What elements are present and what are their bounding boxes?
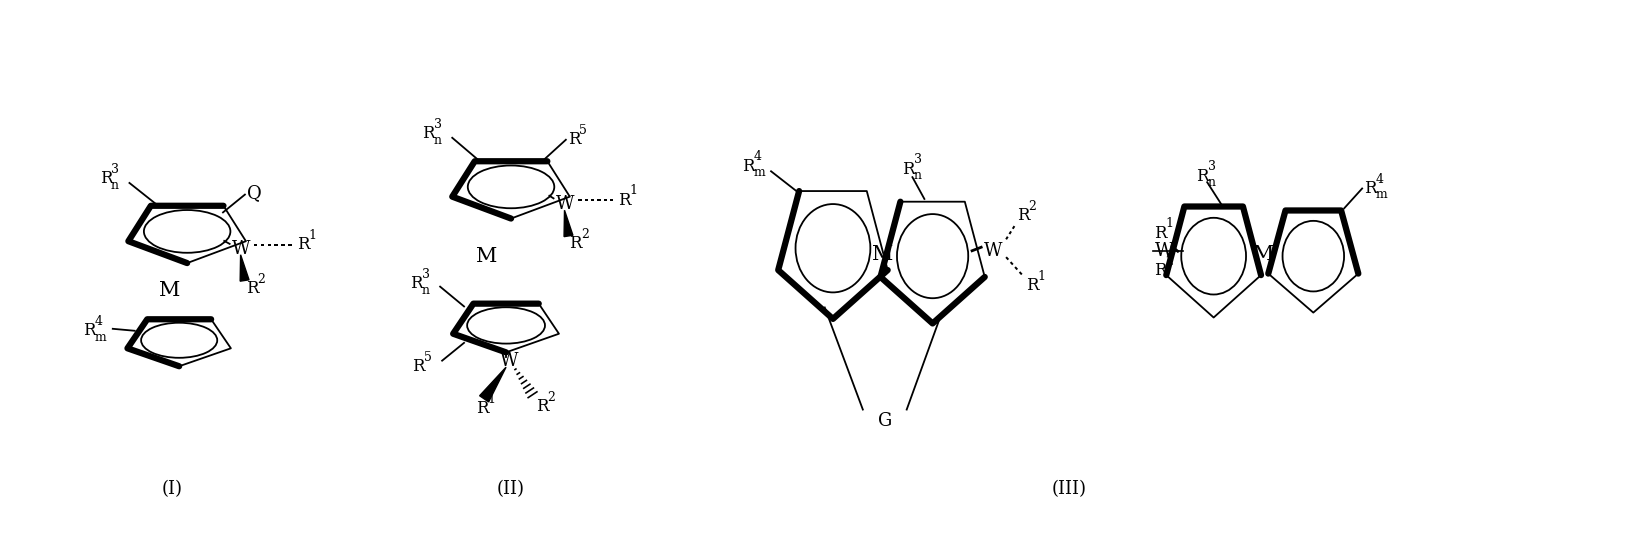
Text: R: R xyxy=(412,358,425,375)
Text: 1: 1 xyxy=(487,393,495,406)
Text: 4: 4 xyxy=(753,150,761,163)
Text: 3: 3 xyxy=(433,118,441,131)
Text: n: n xyxy=(433,134,441,147)
Text: 1: 1 xyxy=(309,229,317,242)
Text: M: M xyxy=(158,281,180,300)
Text: (I): (I) xyxy=(162,480,183,498)
Text: n: n xyxy=(1208,176,1216,189)
Text: W: W xyxy=(556,195,574,213)
Text: m: m xyxy=(753,166,765,179)
Text: 3: 3 xyxy=(422,268,430,281)
Text: 2: 2 xyxy=(582,228,588,241)
Text: 3: 3 xyxy=(1208,160,1216,173)
Polygon shape xyxy=(240,255,248,281)
Text: 4: 4 xyxy=(1376,173,1384,186)
Text: m: m xyxy=(95,331,106,344)
Text: R: R xyxy=(570,235,582,252)
Text: R: R xyxy=(410,275,423,292)
Text: M: M xyxy=(1253,245,1275,263)
Text: R: R xyxy=(475,400,489,417)
Text: M: M xyxy=(873,245,894,263)
Text: 1: 1 xyxy=(1038,270,1046,283)
Text: R: R xyxy=(245,280,258,297)
Polygon shape xyxy=(564,210,574,236)
Text: R: R xyxy=(569,131,580,148)
Text: R: R xyxy=(742,158,755,175)
Text: 1: 1 xyxy=(1165,217,1173,230)
Text: W: W xyxy=(1155,242,1173,260)
Text: 1: 1 xyxy=(629,184,637,197)
Text: R: R xyxy=(1026,278,1039,294)
Text: n: n xyxy=(913,169,922,182)
Text: 2: 2 xyxy=(1165,255,1173,268)
Text: R: R xyxy=(100,170,113,188)
Text: R: R xyxy=(422,126,435,142)
Text: 5: 5 xyxy=(423,351,431,364)
Text: 2: 2 xyxy=(257,273,265,286)
Text: n: n xyxy=(111,179,119,192)
Text: W: W xyxy=(232,240,250,258)
Text: R: R xyxy=(297,236,310,253)
Text: 2: 2 xyxy=(1028,200,1036,213)
Text: M: M xyxy=(475,247,497,266)
Text: W: W xyxy=(984,242,1003,260)
Text: R: R xyxy=(83,322,95,339)
Text: R: R xyxy=(618,192,631,209)
Text: m: m xyxy=(1376,188,1387,201)
Text: 3: 3 xyxy=(913,153,922,166)
Text: (III): (III) xyxy=(1052,480,1087,498)
Text: (II): (II) xyxy=(497,480,525,498)
Text: R: R xyxy=(1196,168,1209,185)
Polygon shape xyxy=(480,367,507,402)
Text: R: R xyxy=(1154,225,1167,242)
Text: 4: 4 xyxy=(95,315,103,328)
Text: n: n xyxy=(422,283,430,296)
Text: 3: 3 xyxy=(111,163,119,176)
Text: R: R xyxy=(902,161,915,178)
Text: 2: 2 xyxy=(547,391,556,404)
Text: R: R xyxy=(1154,262,1167,280)
Text: R: R xyxy=(1364,180,1376,197)
Text: R: R xyxy=(536,398,549,415)
Text: R: R xyxy=(1016,207,1029,224)
Text: W: W xyxy=(500,352,518,370)
Text: 5: 5 xyxy=(580,124,587,137)
Text: Q: Q xyxy=(247,184,261,202)
Text: G: G xyxy=(877,412,892,431)
